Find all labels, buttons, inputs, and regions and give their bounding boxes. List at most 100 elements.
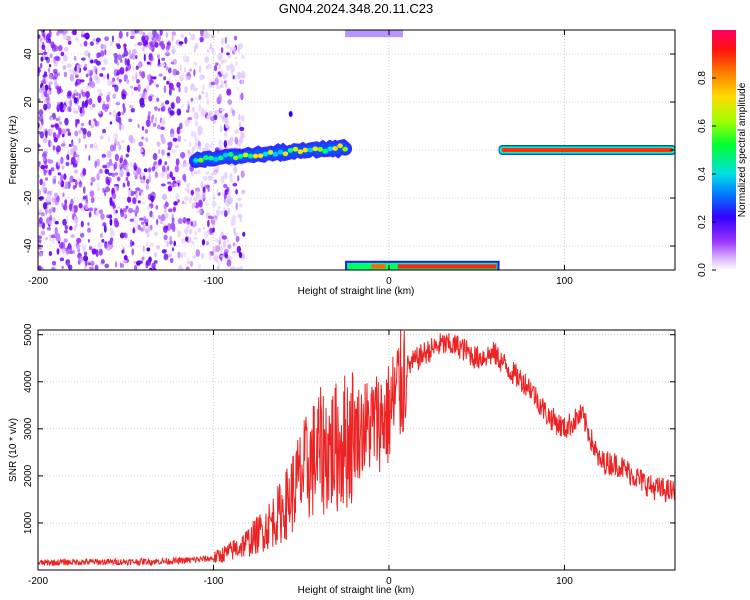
noise-blob: [151, 212, 155, 220]
noise-blob: [224, 36, 227, 44]
noise-blob: [132, 54, 136, 61]
noise-blob: [220, 37, 224, 46]
noise-blob: [193, 236, 198, 240]
noise-blob: [145, 222, 149, 227]
noise-blob: [84, 202, 90, 210]
noise-blob: [210, 34, 215, 39]
noise-blob: [111, 82, 116, 86]
noise-blob: [43, 169, 47, 176]
noise-blob: [141, 126, 145, 131]
noise-blob: [136, 78, 140, 84]
noise-blob: [123, 43, 127, 48]
noise-blob: [148, 167, 152, 173]
noise-blob: [223, 183, 228, 189]
noise-blob: [64, 224, 69, 231]
noise-blob: [230, 68, 234, 74]
noise-blob: [144, 91, 148, 100]
noise-blob: [51, 238, 55, 244]
noise-blob: [194, 135, 198, 143]
noise-blob: [48, 139, 52, 148]
noise-blob: [182, 217, 187, 224]
noise-blob: [80, 127, 84, 131]
noise-blob: [86, 130, 92, 138]
noise-blob: [202, 84, 205, 91]
x-tick-label: 100: [556, 276, 573, 287]
noise-blob: [85, 90, 90, 99]
noise-blob: [67, 40, 72, 45]
noise-blob: [233, 46, 237, 54]
noise-blob: [152, 76, 157, 80]
noise-blob: [160, 126, 165, 131]
noise-blob: [126, 144, 130, 153]
noise-blob: [241, 189, 246, 195]
noise-blob: [235, 60, 238, 67]
noise-blob: [229, 178, 234, 183]
noise-blob: [149, 267, 153, 270]
noise-blob: [64, 230, 68, 234]
noise-blob: [167, 106, 172, 114]
noise-blob: [234, 129, 238, 135]
aliased-band-bottom-core: [371, 264, 386, 269]
noise-blob: [179, 63, 182, 72]
noise-blob: [167, 165, 170, 171]
noise-blob: [138, 141, 144, 147]
noise-blob: [66, 155, 69, 159]
noise-blob: [169, 235, 172, 242]
x-tick-label: -200: [28, 576, 48, 587]
noise-blob: [75, 222, 78, 228]
noise-blob: [220, 113, 224, 119]
noise-blob: [104, 48, 107, 56]
rising-tone-blob: [237, 153, 244, 159]
noise-blob: [103, 224, 107, 233]
noise-blob: [88, 266, 95, 270]
noise-blob: [55, 236, 61, 242]
noise-blob: [206, 49, 210, 53]
noise-blob: [202, 175, 208, 181]
noise-blob: [125, 205, 129, 210]
noise-blob: [147, 116, 150, 122]
noise-blob: [134, 43, 137, 47]
noise-blob: [219, 125, 223, 133]
noise-blob: [81, 108, 85, 115]
noise-blob: [239, 126, 245, 132]
noise-blob: [85, 194, 88, 202]
noise-blob: [103, 58, 109, 66]
noise-blob: [62, 65, 67, 71]
noise-blob: [112, 109, 117, 118]
noise-blob: [163, 225, 168, 233]
noise-blob: [51, 196, 55, 203]
noise-blob: [135, 221, 138, 230]
noise-blob: [126, 196, 132, 203]
noise-blob: [118, 144, 122, 151]
noise-blob: [194, 44, 199, 49]
noise-blob: [238, 121, 242, 128]
noise-blob: [164, 161, 168, 166]
noise-blob: [141, 221, 145, 225]
noise-blob: [89, 106, 93, 111]
noise-blob: [184, 36, 188, 45]
noise-blob: [223, 210, 228, 218]
noise-blob: [165, 201, 169, 208]
noise-blob: [117, 54, 122, 61]
noise-blob: [72, 94, 75, 99]
noise-blob: [215, 85, 220, 90]
noise-blob: [165, 32, 169, 38]
noise-blob: [120, 209, 125, 218]
noise-blob: [109, 144, 115, 152]
y-tick-label: 0: [23, 147, 34, 153]
noise-blob: [145, 178, 150, 184]
noise-blob: [63, 173, 67, 180]
noise-blob: [214, 238, 219, 243]
noise-blob: [194, 190, 200, 194]
noise-blob: [151, 262, 156, 269]
noise-blob: [169, 133, 175, 138]
noise-blob: [50, 117, 54, 121]
x-tick-label: -100: [203, 276, 223, 287]
noise-blob: [59, 121, 62, 125]
noise-blob: [171, 217, 175, 224]
noise-blob: [195, 97, 198, 101]
noise-blob: [65, 161, 70, 167]
spectrogram-y-ticks: -40 -20 0 20 40: [23, 48, 675, 253]
